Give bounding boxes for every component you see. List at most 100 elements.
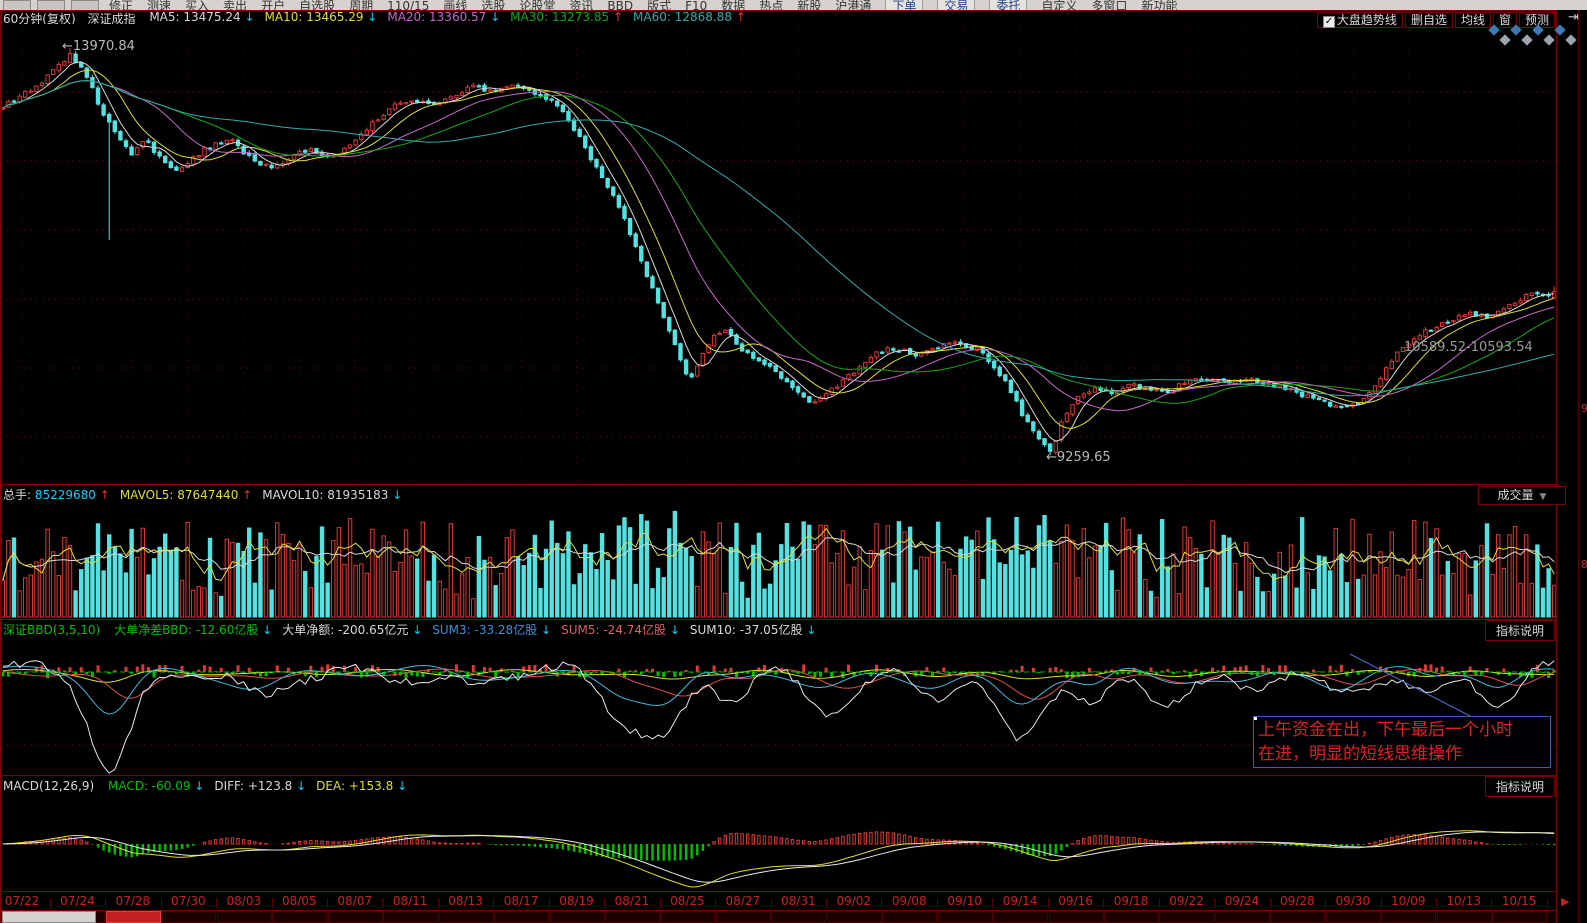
date-label-09-22: 09/22 xyxy=(1169,894,1204,908)
menu-item-23[interactable]: 多窗口 xyxy=(1091,0,1128,10)
status-segment xyxy=(105,911,161,923)
macd-indicator-help-button[interactable]: 指标说明 xyxy=(1484,776,1555,797)
status-segment xyxy=(272,911,328,923)
date-label-09-02: 09/02 xyxy=(836,894,872,908)
collapse-right-panel-icon[interactable]: ⇥ xyxy=(1568,10,1579,25)
date-label-09-28: 09/28 xyxy=(1280,894,1315,908)
user-annotation-note[interactable]: 上午资金在出，下午最后一个小时 在进，明显的短线思维操作 xyxy=(1253,716,1551,768)
menu-item-10[interactable]: 论股堂 xyxy=(519,0,556,10)
date-label-09-16: 09/16 xyxy=(1058,894,1093,908)
menu-item-24[interactable]: 新功能 xyxy=(1141,0,1178,10)
window-button[interactable] xyxy=(71,0,99,10)
trend-up-icon: ↑ xyxy=(612,10,623,24)
note-line-1: 上午资金在出，下午最后一个小时 xyxy=(1258,720,1513,740)
ma20-value: MA20: 13360.57 ↓ xyxy=(387,10,501,24)
bbd-panel-header: 深证BBD(3,5,10) 大单净差BBD: -12.60亿股 ↓ 大单净额: -… xyxy=(0,621,1557,639)
checkbox-checked-icon[interactable]: ✓ xyxy=(1322,16,1335,28)
menu-item-19[interactable]: 下单 xyxy=(885,0,924,10)
ma10-value: MA10: 13465.29 ↓ xyxy=(264,10,378,24)
volume-stat-2: MAVOL10: 81935183 ↓ xyxy=(262,488,403,502)
date-label-08-17: 08/17 xyxy=(503,894,539,908)
menu-item-13[interactable]: 版式 xyxy=(647,0,672,10)
toolbar-button-1[interactable]: 均线 xyxy=(1454,12,1491,28)
date-label-08-03: 08/03 xyxy=(226,894,262,908)
menu-item-12[interactable]: BBD xyxy=(607,0,634,10)
menu-item-18[interactable]: 沪港通 xyxy=(835,0,872,10)
date-label-08-11: 08/11 xyxy=(392,894,428,908)
macd-stat-1: DIFF: +123.8 ↓ xyxy=(214,779,307,793)
menu-item-11[interactable]: 资讯 xyxy=(569,0,594,10)
menu-item-14[interactable]: F10 xyxy=(685,0,708,10)
status-segment xyxy=(549,911,605,923)
date-label-09-24: 09/24 xyxy=(1224,894,1260,908)
symbol-label: 深证成指 xyxy=(87,12,136,24)
menu-item-8[interactable]: 画线 xyxy=(443,0,468,10)
menu-item-4[interactable]: 开户 xyxy=(261,0,286,10)
status-segment xyxy=(937,911,993,923)
status-segment xyxy=(438,911,494,923)
trend-down-icon: ↓ xyxy=(244,10,255,24)
macd-chart[interactable] xyxy=(0,797,1557,891)
date-label-09-30: 09/30 xyxy=(1335,894,1371,908)
status-segment xyxy=(494,911,550,923)
menu-item-20[interactable]: 交易 xyxy=(937,0,976,10)
menu-item-21[interactable]: 委托 xyxy=(989,0,1028,10)
ma-values: MA5: 13475.24 ↓ MA10: 13465.29 ↓ MA20: 133… xyxy=(139,10,746,24)
toolbar-button-0[interactable]: 删自选 xyxy=(1404,12,1453,28)
status-segment xyxy=(826,911,882,923)
bbd-stat-3: SUM5: -24.74亿股 ↓ xyxy=(561,623,680,637)
volume-stat-0: 总手: 85229680 ↑ xyxy=(3,488,110,502)
menu-item-17[interactable]: 新股 xyxy=(797,0,822,10)
date-label-07-30: 07/30 xyxy=(171,894,206,908)
menu-item-15[interactable]: 数据 xyxy=(721,0,746,10)
macd-stat-2: DEA: +153.8 ↓ xyxy=(316,779,408,793)
menu-item-0[interactable]: 修正 xyxy=(109,0,134,10)
bbd-stat-1: 大单净额: -200.65亿元 ↓ xyxy=(282,623,423,637)
top-menu-bar[interactable]: 修正 测速 买入 卖出 开户 自选股 周期 110/15 画线 选股 论股堂 资讯 BBD 版式 F10 数据… xyxy=(0,0,1587,10)
toolbar-button-2[interactable]: 窗 xyxy=(1492,12,1517,28)
date-label-09-14: 09/14 xyxy=(1002,894,1038,908)
window-button[interactable] xyxy=(37,0,65,10)
indicator-selector-dropdown[interactable]: 成交量 ▼ xyxy=(1478,486,1566,505)
note-line-2: 在进，明显的短线思维操作 xyxy=(1258,744,1462,764)
status-segment xyxy=(993,911,1049,923)
ma60-value: MA60: 12868.88 ↑ xyxy=(633,10,746,24)
macd-panel-header: MACD(12,26,9) MACD: -60.09 ↓ DIFF: +123.8… xyxy=(0,777,1557,795)
x-axis-dates: 07/22 07/24 07/28 07/30 08/03 08/05 08/07 08/11… xyxy=(0,893,1557,910)
date-label-09-18: 09/18 xyxy=(1113,894,1149,908)
bbd-stat-0: 大单净差BBD: -12.60亿股 ↓ xyxy=(114,623,273,637)
macd-stat-0: MACD: -60.09 ↓ xyxy=(107,779,205,793)
menu-item-16[interactable]: 热点 xyxy=(759,0,784,10)
volume-chart[interactable] xyxy=(0,506,1557,618)
menu-item-22[interactable]: 自定义 xyxy=(1041,0,1078,10)
bbd-indicator-help-button[interactable]: 指标说明 xyxy=(1484,620,1555,641)
peak-price-annotation: ←13970.84 xyxy=(62,39,135,54)
menu-item-5[interactable]: 自选股 xyxy=(299,0,336,10)
date-label-07-28: 07/28 xyxy=(115,894,151,908)
status-segment xyxy=(1270,911,1326,923)
menu-item-7[interactable]: 110/15 xyxy=(387,0,430,10)
bbd-title: 深证BBD(3,5,10) xyxy=(3,623,101,637)
status-segment xyxy=(604,911,660,923)
low-price-annotation: ←9259.65 xyxy=(1046,450,1111,465)
main-candlestick-chart[interactable] xyxy=(0,24,1557,484)
scroll-right-icon[interactable]: ▶ xyxy=(1561,895,1570,908)
window-button[interactable] xyxy=(3,0,31,10)
menu-item-2[interactable]: 买入 xyxy=(185,0,210,10)
status-bar-button[interactable] xyxy=(2,911,96,923)
date-label-09-08: 09/08 xyxy=(891,894,927,908)
menu-item-1[interactable]: 测速 xyxy=(147,0,172,10)
period-label: 60分钟(复权) xyxy=(3,12,76,24)
menu-item-9[interactable]: 选股 xyxy=(481,0,506,10)
trendline-toggle-button[interactable]: ✓ 大盘趋势线 xyxy=(1316,12,1403,28)
selection-handle[interactable] xyxy=(1254,717,1257,720)
status-segment xyxy=(383,911,439,923)
status-segment xyxy=(715,911,771,923)
trend-up-icon: ↑ xyxy=(735,10,746,24)
menu-item-3[interactable]: 卖出 xyxy=(223,0,248,10)
date-label-08-21: 08/21 xyxy=(614,894,650,908)
date-label-10-15: 10/15 xyxy=(1501,894,1537,908)
trend-down-icon: ↓ xyxy=(490,10,501,24)
menu-item-6[interactable]: 周期 xyxy=(349,0,374,10)
